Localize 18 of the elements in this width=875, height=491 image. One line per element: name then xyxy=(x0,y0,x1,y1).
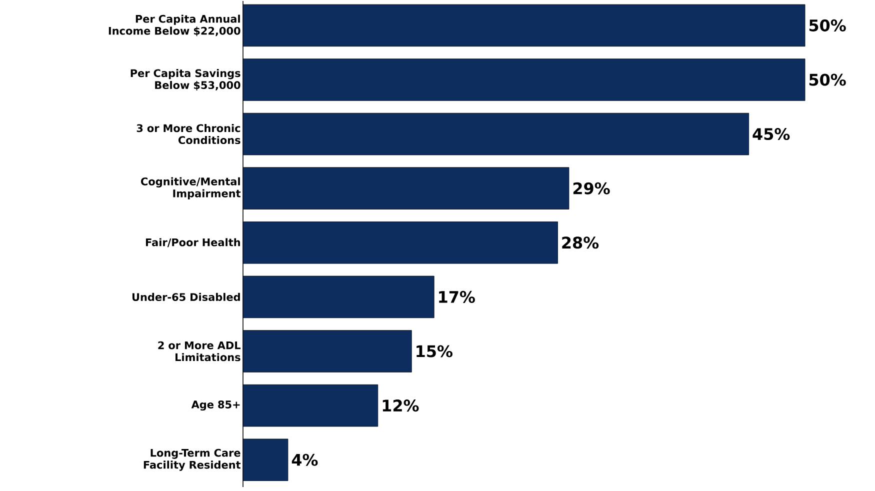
data-label: 15% xyxy=(416,345,452,358)
y-tick-label: Under-65 Disabled xyxy=(132,292,240,301)
data-label: 45% xyxy=(752,128,790,140)
data-label: 28% xyxy=(562,236,599,249)
y-tick-label: Age 85+ xyxy=(191,400,240,411)
y-tick-label: 3 or More Chronic Conditions xyxy=(136,124,240,144)
data-label: 12% xyxy=(382,400,419,412)
data-label: 4% xyxy=(292,454,318,466)
data-label: 17% xyxy=(439,290,475,303)
y-tick-label: Per Capita Annual Income Below $22,000 xyxy=(108,14,240,36)
data-label: 50% xyxy=(809,74,846,86)
data-label: 29% xyxy=(573,182,610,194)
y-tick-label: Fair/Poor Health xyxy=(146,238,240,248)
y-tick-label: Long-Term Care Facility Resident xyxy=(144,448,241,471)
y-tick-label: Cognitive/Mental Impairment xyxy=(141,177,241,200)
y-tick-label: 2 or More ADL Limitations xyxy=(158,341,240,362)
y-tick-label: Per Capita Savings Below $53,000 xyxy=(130,69,240,90)
data-label: 50% xyxy=(809,19,846,32)
